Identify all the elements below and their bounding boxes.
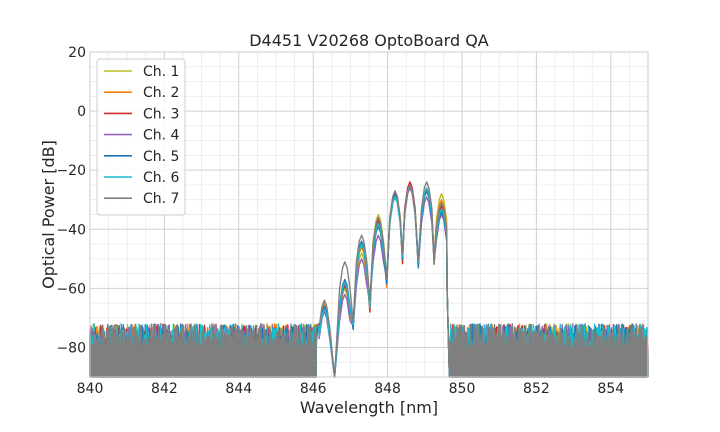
legend-label: Ch. 2 [143,85,179,101]
legend-label: Ch. 6 [143,170,180,186]
y-tick-label: −60 [56,281,86,297]
x-tick-label: 848 [374,381,401,397]
x-axis-label: Wavelength [nm] [300,398,438,417]
legend-label: Ch. 7 [143,191,179,207]
legend-label: Ch. 4 [143,128,180,144]
x-tick-label: 840 [77,381,104,397]
y-tick-label: 0 [77,104,86,120]
legend-box [96,58,186,216]
legend-label: Ch. 5 [143,149,179,165]
series-lines [89,181,649,378]
chart-title: D4451 V20268 OptoBoard QA [249,31,489,50]
y-tick-label: −80 [56,340,86,356]
x-tick-label: 850 [449,381,476,397]
legend-label: Ch. 3 [143,106,179,122]
y-tick-label: −20 [56,163,86,179]
series-line-ch-7 [89,181,649,378]
y-tick-label: 20 [68,45,86,61]
x-tick-label: 846 [300,381,327,397]
y-tick-label: −40 [56,222,86,238]
plot-frame [89,51,649,378]
legend: Ch. 1 Ch. 2 Ch. 3 Ch. 4 Ch. 5 Ch. 6 Ch. 7 [96,58,186,216]
y-axis-label: Optical Power [dB] [39,140,58,289]
x-tick-label: 844 [225,381,252,397]
x-tick-label: 842 [151,381,178,397]
x-tick-label: 852 [523,381,550,397]
legend-label: Ch. 1 [143,64,179,80]
x-tick-labels: 840 842 844 846 848 850 852 854 [77,381,625,397]
y-tick-labels: 20 0 −20 −40 −60 −80 [56,45,86,356]
x-tick-label: 854 [597,381,624,397]
